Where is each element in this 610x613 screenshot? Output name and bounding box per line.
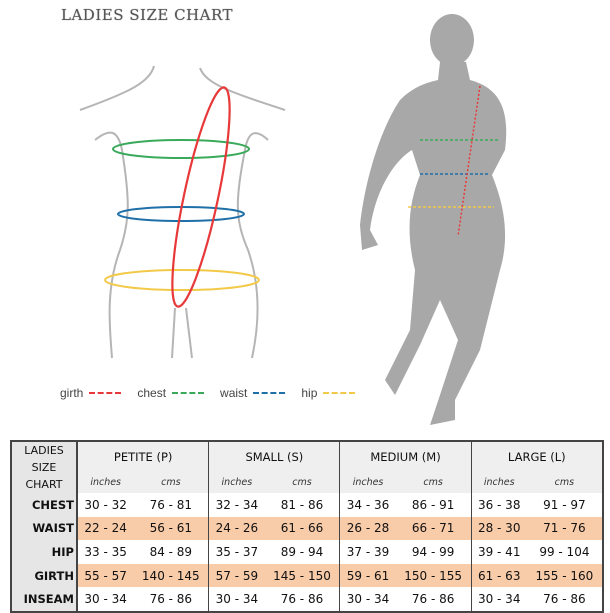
chest-loop [112, 139, 250, 159]
size-header-small: SMALL (S) [208, 441, 340, 473]
unit-label: cms [264, 472, 340, 493]
measurement-cell: 150 - 155 [395, 563, 472, 588]
measurement-cell: 24 - 26 [208, 516, 265, 541]
size-header-petite: PETITE (P) [77, 441, 209, 473]
unit-label: cms [395, 472, 472, 493]
silhouette-girth-line [457, 85, 481, 237]
measurement-cell: 76 - 86 [411, 592, 455, 607]
row-label: GIRTH [11, 563, 78, 588]
table-row: WAIST 22 - 24 56 - 61 24 - 26 61 - 66 26 - 28… [11, 516, 603, 541]
measurement-legend: girth chest waist hip [60, 386, 356, 400]
measurement-cell: 32 - 34 [208, 493, 265, 517]
girth-dash-icon [89, 392, 122, 394]
measurement-cell: 22 - 24 [77, 516, 134, 541]
chest-dash-icon [172, 392, 205, 394]
unit-label: cms [133, 472, 209, 493]
measurement-cell: 35 - 37 [208, 540, 265, 564]
row-label: HIP [11, 540, 78, 564]
measurement-cell: 99 - 104 [539, 544, 590, 559]
unit-label: inches [470, 472, 527, 493]
unit-label: inches [208, 472, 265, 493]
chart-title: LADIES SIZE CHART [61, 6, 234, 24]
row-label: INSEAM [11, 587, 78, 612]
measurement-cell: 34 - 36 [339, 493, 396, 517]
measurement-cell: 61 - 66 [264, 516, 340, 541]
measurement-cell: 76 - 81 [149, 497, 193, 512]
measurement-cell: 81 - 86 [280, 497, 324, 512]
measurement-cell: 56 - 61 [133, 516, 209, 541]
unit-label: inches [339, 472, 396, 493]
measurement-cell: 28 - 30 [470, 516, 527, 541]
measurement-cell: 36 - 38 [470, 493, 527, 517]
measurement-cell: 145 - 150 [264, 563, 340, 588]
size-header-medium: MEDIUM (M) [339, 441, 472, 473]
waist-dash-icon [253, 392, 286, 394]
size-table: LADIES SIZE CHART PETITE (P) SMALL (S) ME… [10, 440, 604, 613]
measurement-cell: 59 - 61 [339, 563, 396, 588]
girth-loop [171, 86, 231, 308]
legend-chest: chest [137, 386, 205, 400]
measurement-cell: 30 - 34 [470, 587, 527, 612]
table-row: HIP 33 - 35 84 - 89 35 - 37 89 - 94 37 - 39 94… [11, 540, 603, 564]
hip-loop [104, 269, 260, 291]
row-label: WAIST [11, 516, 78, 541]
measurement-cell: 66 - 71 [395, 516, 472, 541]
measurement-cell: 39 - 41 [470, 540, 527, 564]
table-row: CHEST 30 - 32 76 - 81 32 - 34 81 - 86 34 - 36… [11, 493, 603, 517]
measurement-cell: 30 - 34 [339, 587, 396, 612]
measurement-cell: 37 - 39 [339, 540, 396, 564]
legend-girth: girth [60, 386, 122, 400]
measurement-cell: 140 - 145 [133, 563, 209, 588]
table-row: GIRTH 55 - 57 140 - 145 57 - 59 145 - 150 59 … [11, 563, 603, 588]
measurement-cell: 91 - 97 [543, 497, 586, 512]
table-corner: LADIES SIZE CHART [11, 441, 78, 493]
hip-dash-icon [323, 392, 356, 394]
measurement-cell: 26 - 28 [339, 516, 396, 541]
table-row: INSEAM 30 - 34 76 - 86 30 - 34 76 - 86 30 - 3… [11, 587, 603, 612]
legend-waist: waist [220, 386, 286, 400]
measurement-cell: 155 - 160 [526, 563, 603, 588]
measurement-cell: 76 - 86 [280, 592, 324, 607]
body-illustrations [79, 14, 507, 425]
measurement-cell: 76 - 86 [543, 592, 586, 607]
measurement-cell: 84 - 89 [149, 544, 193, 559]
legend-hip: hip [301, 386, 356, 400]
size-header-large: LARGE (L) [470, 441, 603, 473]
measurement-cell: 89 - 94 [280, 544, 324, 559]
measurement-cell: 33 - 35 [84, 544, 127, 559]
measurement-cell: 71 - 76 [526, 516, 603, 541]
measurement-cell: 86 - 91 [411, 497, 455, 512]
torso-outline [79, 65, 286, 359]
measurement-cell: 30 - 34 [84, 592, 127, 607]
measurement-cell: 30 - 32 [84, 497, 127, 512]
measurement-cell: 76 - 86 [149, 592, 193, 607]
unit-label: cms [526, 472, 603, 493]
walking-silhouette [360, 14, 507, 425]
measurement-cell: 61 - 63 [470, 563, 527, 588]
row-label: CHEST [11, 493, 78, 517]
unit-label: inches [77, 472, 134, 493]
measurement-cell: 55 - 57 [77, 563, 134, 588]
measurement-cell: 94 - 99 [411, 544, 455, 559]
measurement-cell: 57 - 59 [208, 563, 265, 588]
measurement-cell: 30 - 34 [208, 587, 265, 612]
